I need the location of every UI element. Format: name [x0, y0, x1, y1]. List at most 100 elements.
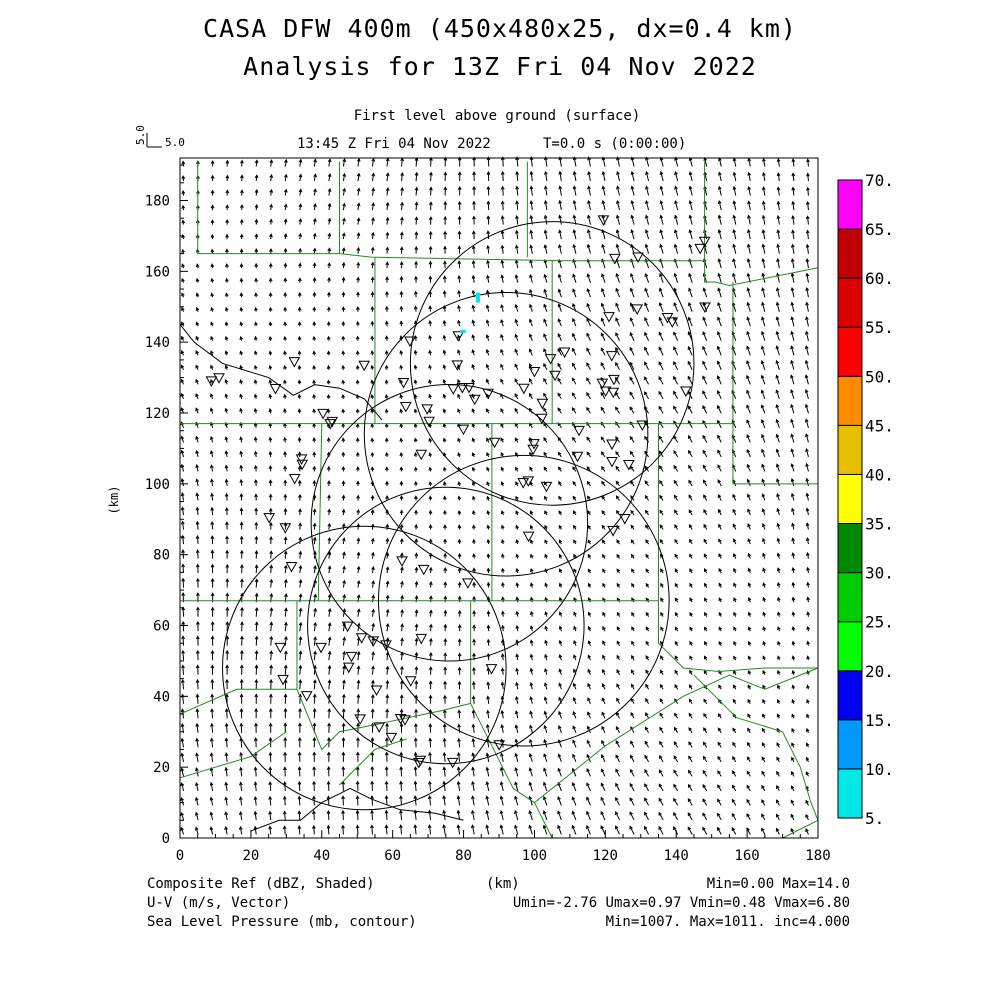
wind-vector	[702, 376, 708, 385]
wind-arrowhead	[777, 626, 781, 631]
wind-arrowhead	[341, 291, 346, 296]
x-tick-label: 20	[242, 848, 259, 864]
x-tick-label: 120	[593, 848, 618, 864]
wind-arrowhead	[225, 277, 229, 282]
wind-arrowhead	[586, 243, 591, 248]
wind-arrowhead	[805, 813, 809, 818]
wind-arrowhead	[602, 553, 606, 558]
wind-arrowhead	[615, 421, 619, 426]
wind-vector	[630, 303, 635, 312]
wind-arrowhead	[283, 507, 288, 512]
wind-arrowhead	[457, 524, 462, 529]
wind-arrowhead	[209, 752, 214, 757]
wind-vector	[284, 537, 287, 545]
wind-arrowhead	[254, 592, 259, 597]
wind-vector	[500, 825, 504, 835]
reflectivity-echoes	[460, 292, 480, 333]
wind-arrowhead	[615, 740, 620, 745]
wind-arrowhead	[210, 664, 215, 669]
wind-vector	[457, 796, 461, 806]
wind-arrowhead	[195, 407, 199, 412]
wind-arrowhead	[239, 218, 244, 223]
wind-arrowhead	[601, 739, 605, 744]
wind-arrowhead	[500, 709, 505, 714]
wind-arrowhead	[702, 419, 706, 424]
wind-arrowhead	[471, 723, 476, 728]
station-marker	[296, 459, 309, 471]
wind-arrowhead	[457, 171, 462, 176]
wind-arrowhead	[572, 696, 577, 701]
wind-arrowhead	[298, 262, 302, 267]
wind-vector	[500, 767, 504, 777]
wind-vector	[559, 215, 562, 225]
wind-arrowhead	[514, 259, 519, 264]
x-tick-label: 100	[522, 848, 547, 864]
wind-arrowhead	[673, 405, 677, 410]
wind-vector	[210, 797, 214, 806]
wind-arrowhead	[586, 288, 591, 293]
wind-arrowhead	[688, 755, 692, 760]
wind-arrowhead	[384, 437, 389, 442]
wind-vector	[702, 361, 708, 370]
wind-arrowhead	[746, 345, 750, 350]
wind-arrowhead	[645, 582, 650, 587]
wind-arrowhead	[195, 678, 200, 683]
wind-vector	[558, 259, 562, 269]
wind-vector	[371, 188, 375, 196]
wind-arrowhead	[457, 334, 461, 339]
wind-arrowhead	[586, 392, 590, 396]
wind-arrowhead	[790, 389, 794, 394]
wind-arrowhead	[210, 592, 215, 597]
wind-arrowhead	[239, 321, 244, 326]
wind-vector	[356, 825, 359, 835]
wind-arrowhead	[355, 824, 360, 829]
wind-arrowhead	[486, 466, 490, 471]
wind-vector	[776, 419, 780, 429]
wind-arrowhead	[529, 288, 533, 293]
wind-arrowhead	[471, 304, 476, 309]
wind-vector	[428, 825, 432, 835]
wind-arrowhead	[616, 156, 620, 161]
wind-arrowhead	[500, 681, 505, 686]
wind-vector	[658, 376, 664, 385]
wind-vector	[776, 464, 780, 472]
wind-arrowhead	[601, 711, 605, 716]
wind-vector	[487, 682, 490, 690]
wind-arrowhead	[804, 359, 809, 364]
wind-arrowhead	[180, 449, 185, 454]
wind-vector	[342, 566, 345, 574]
wind-arrowhead	[805, 243, 810, 248]
wind-arrowhead	[283, 736, 288, 741]
wind-arrowhead	[195, 767, 199, 772]
wind-vector	[762, 273, 766, 283]
station-marker	[279, 523, 292, 534]
wind-arrowhead	[313, 593, 317, 598]
wind-arrowhead	[180, 378, 185, 383]
wind-arrowhead	[747, 611, 752, 616]
wind-arrowhead	[385, 665, 390, 670]
wind-arrowhead	[733, 597, 737, 602]
y-tick-label: 80	[153, 548, 170, 564]
wind-arrowhead	[529, 596, 534, 601]
wind-arrowhead	[500, 244, 505, 249]
wind-vector	[371, 158, 375, 167]
wind-vector	[544, 186, 548, 196]
wind-vector	[415, 202, 418, 211]
wind-arrowhead	[371, 537, 375, 542]
wind-vector	[429, 796, 432, 806]
wind-vector	[401, 232, 403, 240]
wind-arrowhead	[356, 261, 361, 266]
wind-arrowhead	[543, 348, 547, 353]
wind-vector	[401, 172, 403, 182]
wind-arrowhead	[370, 809, 374, 814]
wind-vector	[600, 783, 606, 792]
wind-arrowhead	[703, 698, 707, 703]
wind-arrowhead	[224, 464, 229, 469]
wind-vector	[601, 303, 606, 312]
wind-vector	[501, 682, 504, 690]
county-line	[470, 600, 819, 804]
wind-arrowhead	[761, 433, 765, 438]
county-line	[732, 281, 818, 485]
wind-arrowhead	[645, 185, 649, 190]
wind-arrowhead	[224, 722, 229, 727]
